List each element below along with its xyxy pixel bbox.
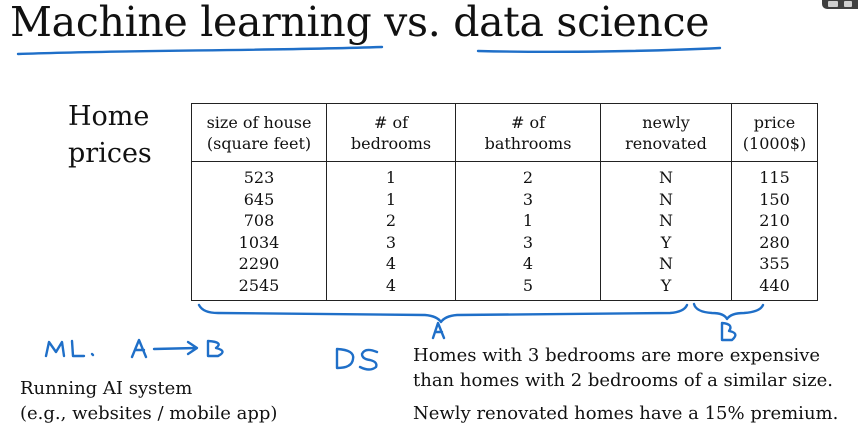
cell-price: 115 [731,161,818,189]
window-icon [828,1,838,7]
letter-a [431,321,446,340]
cell-bedrooms: 4 [326,274,456,301]
cell-renovated: N [600,188,732,210]
ml-description-line1: Running AI system [20,378,193,399]
title-underline-ml [16,45,384,56]
hand-ds [335,347,379,371]
cell-bedrooms: 1 [326,188,456,210]
ds-insight-bedrooms-line2: than homes with 2 bedrooms of a similar … [413,370,834,391]
header-bathrooms: # of bathrooms [455,103,601,162]
ds-insight-bedrooms-line1: Homes with 3 bedrooms are more expensive [413,345,821,366]
hand-a-arrow-b [130,338,224,359]
header-renovated: newly renovated [600,103,732,162]
cell-renovated: N [600,210,732,232]
table-row: 708 2 1 N 210 [192,210,818,232]
cell-bathrooms: 1 [455,210,601,232]
cell-price: 280 [731,231,818,253]
home-prices-table: size of house (square feet) # of bedrooms … [191,103,818,301]
table-row: 2545 4 5 Y 440 [192,274,818,301]
letter-b [720,321,737,342]
cell-bathrooms: 3 [455,188,601,210]
cell-size: 645 [243,189,275,209]
brace-output [692,302,765,321]
cell-bedrooms: 4 [326,253,456,275]
cell-renovated: Y [600,274,732,301]
cell-bathrooms: 3 [455,231,601,253]
table-row: 1034 3 3 Y 280 [192,231,818,253]
hand-ml [44,339,95,358]
cell-bedrooms: 1 [326,161,456,189]
home-prices-label-line1: Home [68,101,150,132]
title-underline-ds [476,46,722,53]
cell-size: 523 [243,168,275,187]
cell-size: 1034 [238,232,280,252]
cell-bedrooms: 2 [326,210,456,232]
cell-bathrooms: 2 [455,161,601,189]
table-row: 645 1 3 N 150 [192,188,818,210]
cell-price: 440 [731,274,818,301]
home-prices-label-line2: prices [68,138,152,169]
header-size: size of house (square feet) [191,103,327,162]
header-bedrooms: # of bedrooms [326,103,456,162]
cell-size: 2545 [238,275,280,295]
cell-price: 355 [731,253,818,275]
slide-title: Machine learning vs. data science [10,0,710,46]
cell-size: 2290 [238,254,280,273]
brace-inputs [197,303,689,324]
cell-price: 150 [731,188,818,210]
cell-bathrooms: 4 [455,253,601,275]
table-header-row: size of house (square feet) # of bedrooms … [191,103,818,162]
table-row: 523 1 2 N 115 [192,161,818,189]
cell-bedrooms: 3 [326,231,456,253]
cell-price: 210 [731,210,818,232]
cell-renovated: Y [600,231,732,253]
cell-renovated: N [600,161,732,189]
header-price: price (1000$) [731,103,818,162]
video-player-corner-controls[interactable] [822,0,858,9]
cell-bathrooms: 5 [455,274,601,301]
table-row: 2290 4 4 N 355 [192,253,818,275]
ds-insight-renovated: Newly renovated homes have a 15% premium… [413,403,839,424]
cell-renovated: N [600,253,732,275]
cell-size: 708 [243,211,275,230]
window-icon [844,1,852,7]
ml-description-line2: (e.g., websites / mobile app) [20,403,278,424]
